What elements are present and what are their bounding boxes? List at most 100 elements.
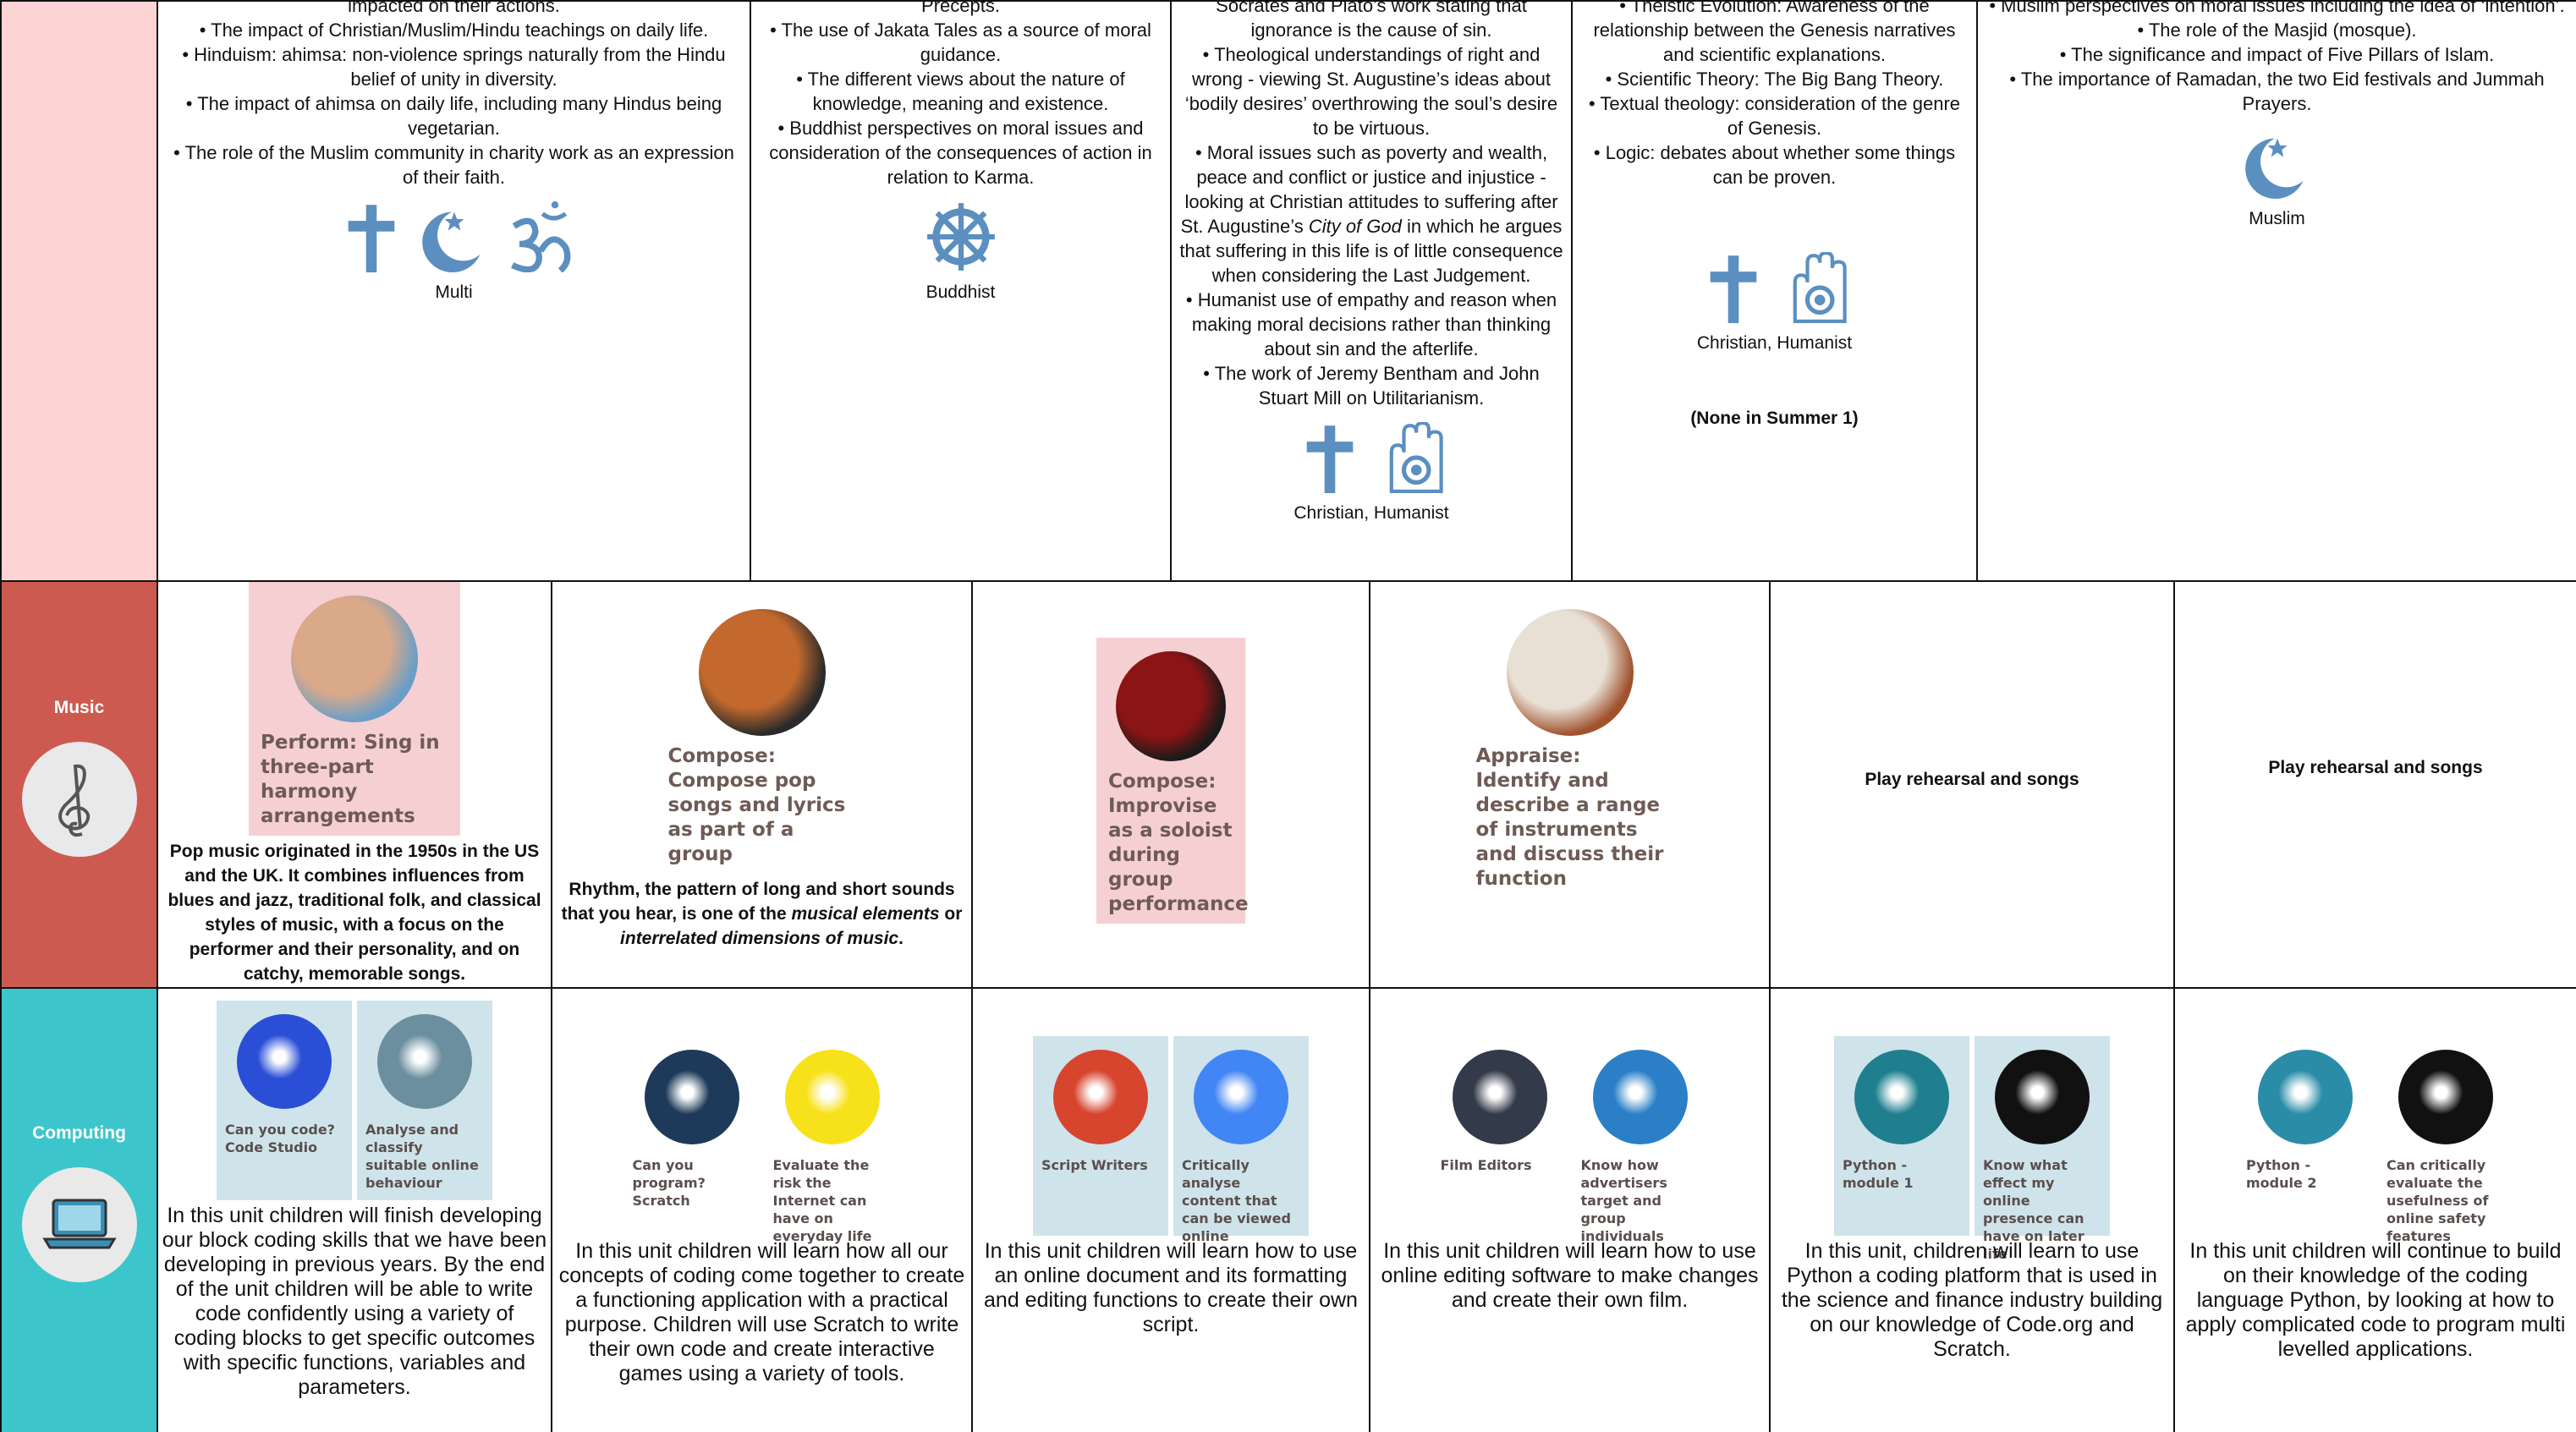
tile-caption: Know how advertisers target and group in… — [1580, 1157, 1667, 1244]
bullet-line: • The impact of ahimsa on daily life, in… — [185, 93, 722, 139]
bullet-line: • The role of the Muslim community in ch… — [173, 142, 734, 188]
bullet-line: • The impact of Christian/Muslim/Hindu t… — [199, 19, 709, 41]
bullet-line: • Scientific Theory: The Big Bang Theory… — [1605, 69, 1944, 90]
tile-row: Can you program? Scratch Evaluate the ris… — [623, 1036, 900, 1244]
computing-description: In this unit children will learn how to … — [984, 1239, 1358, 1336]
activity-card: Compose: Compose pop songs and lyrics as… — [656, 595, 868, 874]
music-description: Pop music originated in the 1950s in the… — [163, 839, 546, 986]
music-cell: Appraise: Identify and describe a range … — [1369, 580, 1771, 989]
computing-content: Can you program? Scratch Evaluate the ris… — [556, 989, 968, 1432]
computing-content: Script Writers Critically analyse content… — [976, 989, 1365, 1432]
tile-caption: Film Editors — [1440, 1157, 1532, 1173]
subject-label: Computing — [32, 1123, 126, 1143]
activity-tile: Evaluate the risk the Internet can have … — [764, 1036, 900, 1244]
icon-cross — [1710, 255, 1756, 323]
text-run: interrelated dimensions of music — [620, 929, 899, 948]
bullet-line: • The different views about the nature o… — [796, 69, 1125, 114]
subject-icon — [22, 741, 137, 857]
bullet-line: Socrates and Plato’s work stating that i… — [1216, 0, 1527, 41]
music-description: Rhythm, the pattern of long and short so… — [557, 877, 966, 951]
icon — [2242, 128, 2313, 205]
activity-tile: Can you program? Scratch — [623, 1036, 760, 1236]
re-cell: impacted on their actions. • The impact o… — [157, 0, 751, 582]
activity-tile: Analyse and classify suitable online beh… — [357, 1001, 492, 1200]
music-content: Play rehearsal and songs — [1776, 582, 2168, 987]
activity-tile: Python - module 1 — [1834, 1036, 1969, 1236]
card-caption: Perform: Sing in three-part harmony arra… — [261, 732, 440, 827]
tile-photo — [1452, 1050, 1547, 1144]
icon-hand — [1793, 250, 1847, 323]
bullet-line: • The significance and impact of Five Pi… — [2059, 44, 2495, 65]
music-content: Compose: Compose pop songs and lyrics as… — [557, 582, 966, 987]
music-cell: Compose: Compose pop songs and lyrics as… — [551, 580, 973, 989]
music-cell: Play rehearsal and songs — [2173, 580, 2576, 989]
computing-description: In this unit children will learn how to … — [1381, 1239, 1759, 1312]
faith-caption: Multi — [435, 283, 473, 302]
computing-content: Python - module 1 Know what effect my onl… — [1774, 989, 2170, 1432]
computing-description: In this unit, children will learn to use… — [1781, 1239, 2163, 1361]
bullet-line: • Textual theology: consideration of the… — [1588, 93, 1961, 139]
activity-tile: Can critically evaluate the usefulness o… — [2378, 1036, 2513, 1244]
card-caption: Appraise: Identify and describe a range … — [1475, 745, 1664, 890]
tile-row: Script Writers Critically analyse content… — [1033, 1036, 1309, 1244]
tile-photo — [2258, 1050, 2353, 1144]
icon-hand — [1389, 420, 1443, 493]
activity-tile: Script Writers — [1033, 1036, 1168, 1236]
text-run: Pop music originated in the 1950s in the… — [168, 842, 541, 984]
tile-caption: Python - module 1 — [1843, 1157, 1914, 1191]
activity-tile: Python - module 2 — [2238, 1036, 2373, 1236]
tile-caption: Python - module 2 — [2246, 1157, 2317, 1191]
computing-content: Python - module 2 Can critically evaluate… — [2178, 989, 2573, 1432]
subject-label: Music — [53, 697, 105, 717]
bullet-line: Precepts. — [921, 0, 1000, 16]
computing-cell: Python - module 1 Know what effect my onl… — [1769, 987, 2175, 1432]
bullet-line: • The use of Jakata Tales as a source of… — [770, 19, 1151, 65]
computing-cell: Script Writers Critically analyse content… — [971, 987, 1370, 1432]
tile-photo — [237, 1014, 332, 1109]
re-cell: • Theistic Evolution: Awareness of the r… — [1571, 0, 1978, 582]
tile-caption: Can you code? Code Studio — [225, 1122, 335, 1155]
subject-label-cell — [0, 0, 158, 582]
tile-caption: Can you program? Scratch — [632, 1157, 706, 1209]
activity-tile: Film Editors — [1431, 1036, 1568, 1236]
bullet-line: impacted on their actions. — [348, 0, 560, 16]
computing-cell: Python - module 2 Can critically evaluate… — [2173, 987, 2576, 1432]
note: (None in Summer 1) — [1690, 409, 1859, 428]
tile-row: Can you code? Code Studio Analyse and cla… — [217, 1001, 492, 1200]
activity-tile: Know how advertisers target and group in… — [1572, 1036, 1708, 1244]
tile-photo — [1592, 1050, 1688, 1144]
music-content: Appraise: Identify and describe a range … — [1376, 582, 1764, 987]
icon-cross — [1306, 425, 1354, 493]
tile-caption: Script Writers — [1041, 1157, 1148, 1173]
tile-photo — [644, 1050, 739, 1144]
tile-photo — [1053, 1050, 1148, 1144]
activity-card: Compose: Improvise as a soloist during g… — [1096, 638, 1249, 924]
icon-row — [758, 201, 1163, 278]
re-content: Socrates and Plato’s work stating that i… — [1178, 0, 1564, 525]
bullet-line: • Muslim perspectives on moral issues in… — [1989, 0, 2565, 16]
computing-description: In this unit children will finish develo… — [162, 1204, 547, 1399]
icon — [1781, 250, 1852, 329]
tile-photo — [1854, 1050, 1949, 1144]
computing-cell: Film Editors Know how advertisers target … — [1369, 987, 1771, 1432]
activity-tile: Can you code? Code Studio — [217, 1001, 352, 1200]
music-cell: Perform: Sing in three-part harmony arra… — [157, 580, 552, 989]
icon — [502, 201, 573, 278]
re-cell: Socrates and Plato’s work stating that i… — [1170, 0, 1573, 582]
icon-row — [1579, 250, 1969, 329]
tile-photo — [377, 1014, 472, 1109]
icon — [1294, 422, 1365, 499]
music-cell: Play rehearsal and songs — [1769, 580, 2175, 989]
re-cell: • Muslim perspectives on moral issues in… — [1976, 0, 2576, 582]
icon — [419, 201, 490, 278]
card-photo — [1506, 609, 1634, 736]
activity-card: Perform: Sing in three-part harmony arra… — [249, 582, 460, 836]
computing-description: In this unit children will continue to b… — [2185, 1239, 2566, 1361]
text-run: Rhythm, the pattern of long and short so… — [561, 880, 955, 924]
tile-photo — [784, 1050, 880, 1144]
computing-cell: Can you program? Scratch Evaluate the ris… — [551, 987, 973, 1432]
bullet-line: • The role of the Masjid (mosque). — [2137, 19, 2417, 41]
card-caption: Compose: Compose pop songs and lyrics as… — [667, 745, 846, 865]
text-run: • Moral issues such as poverty and wealt… — [1180, 142, 1558, 237]
